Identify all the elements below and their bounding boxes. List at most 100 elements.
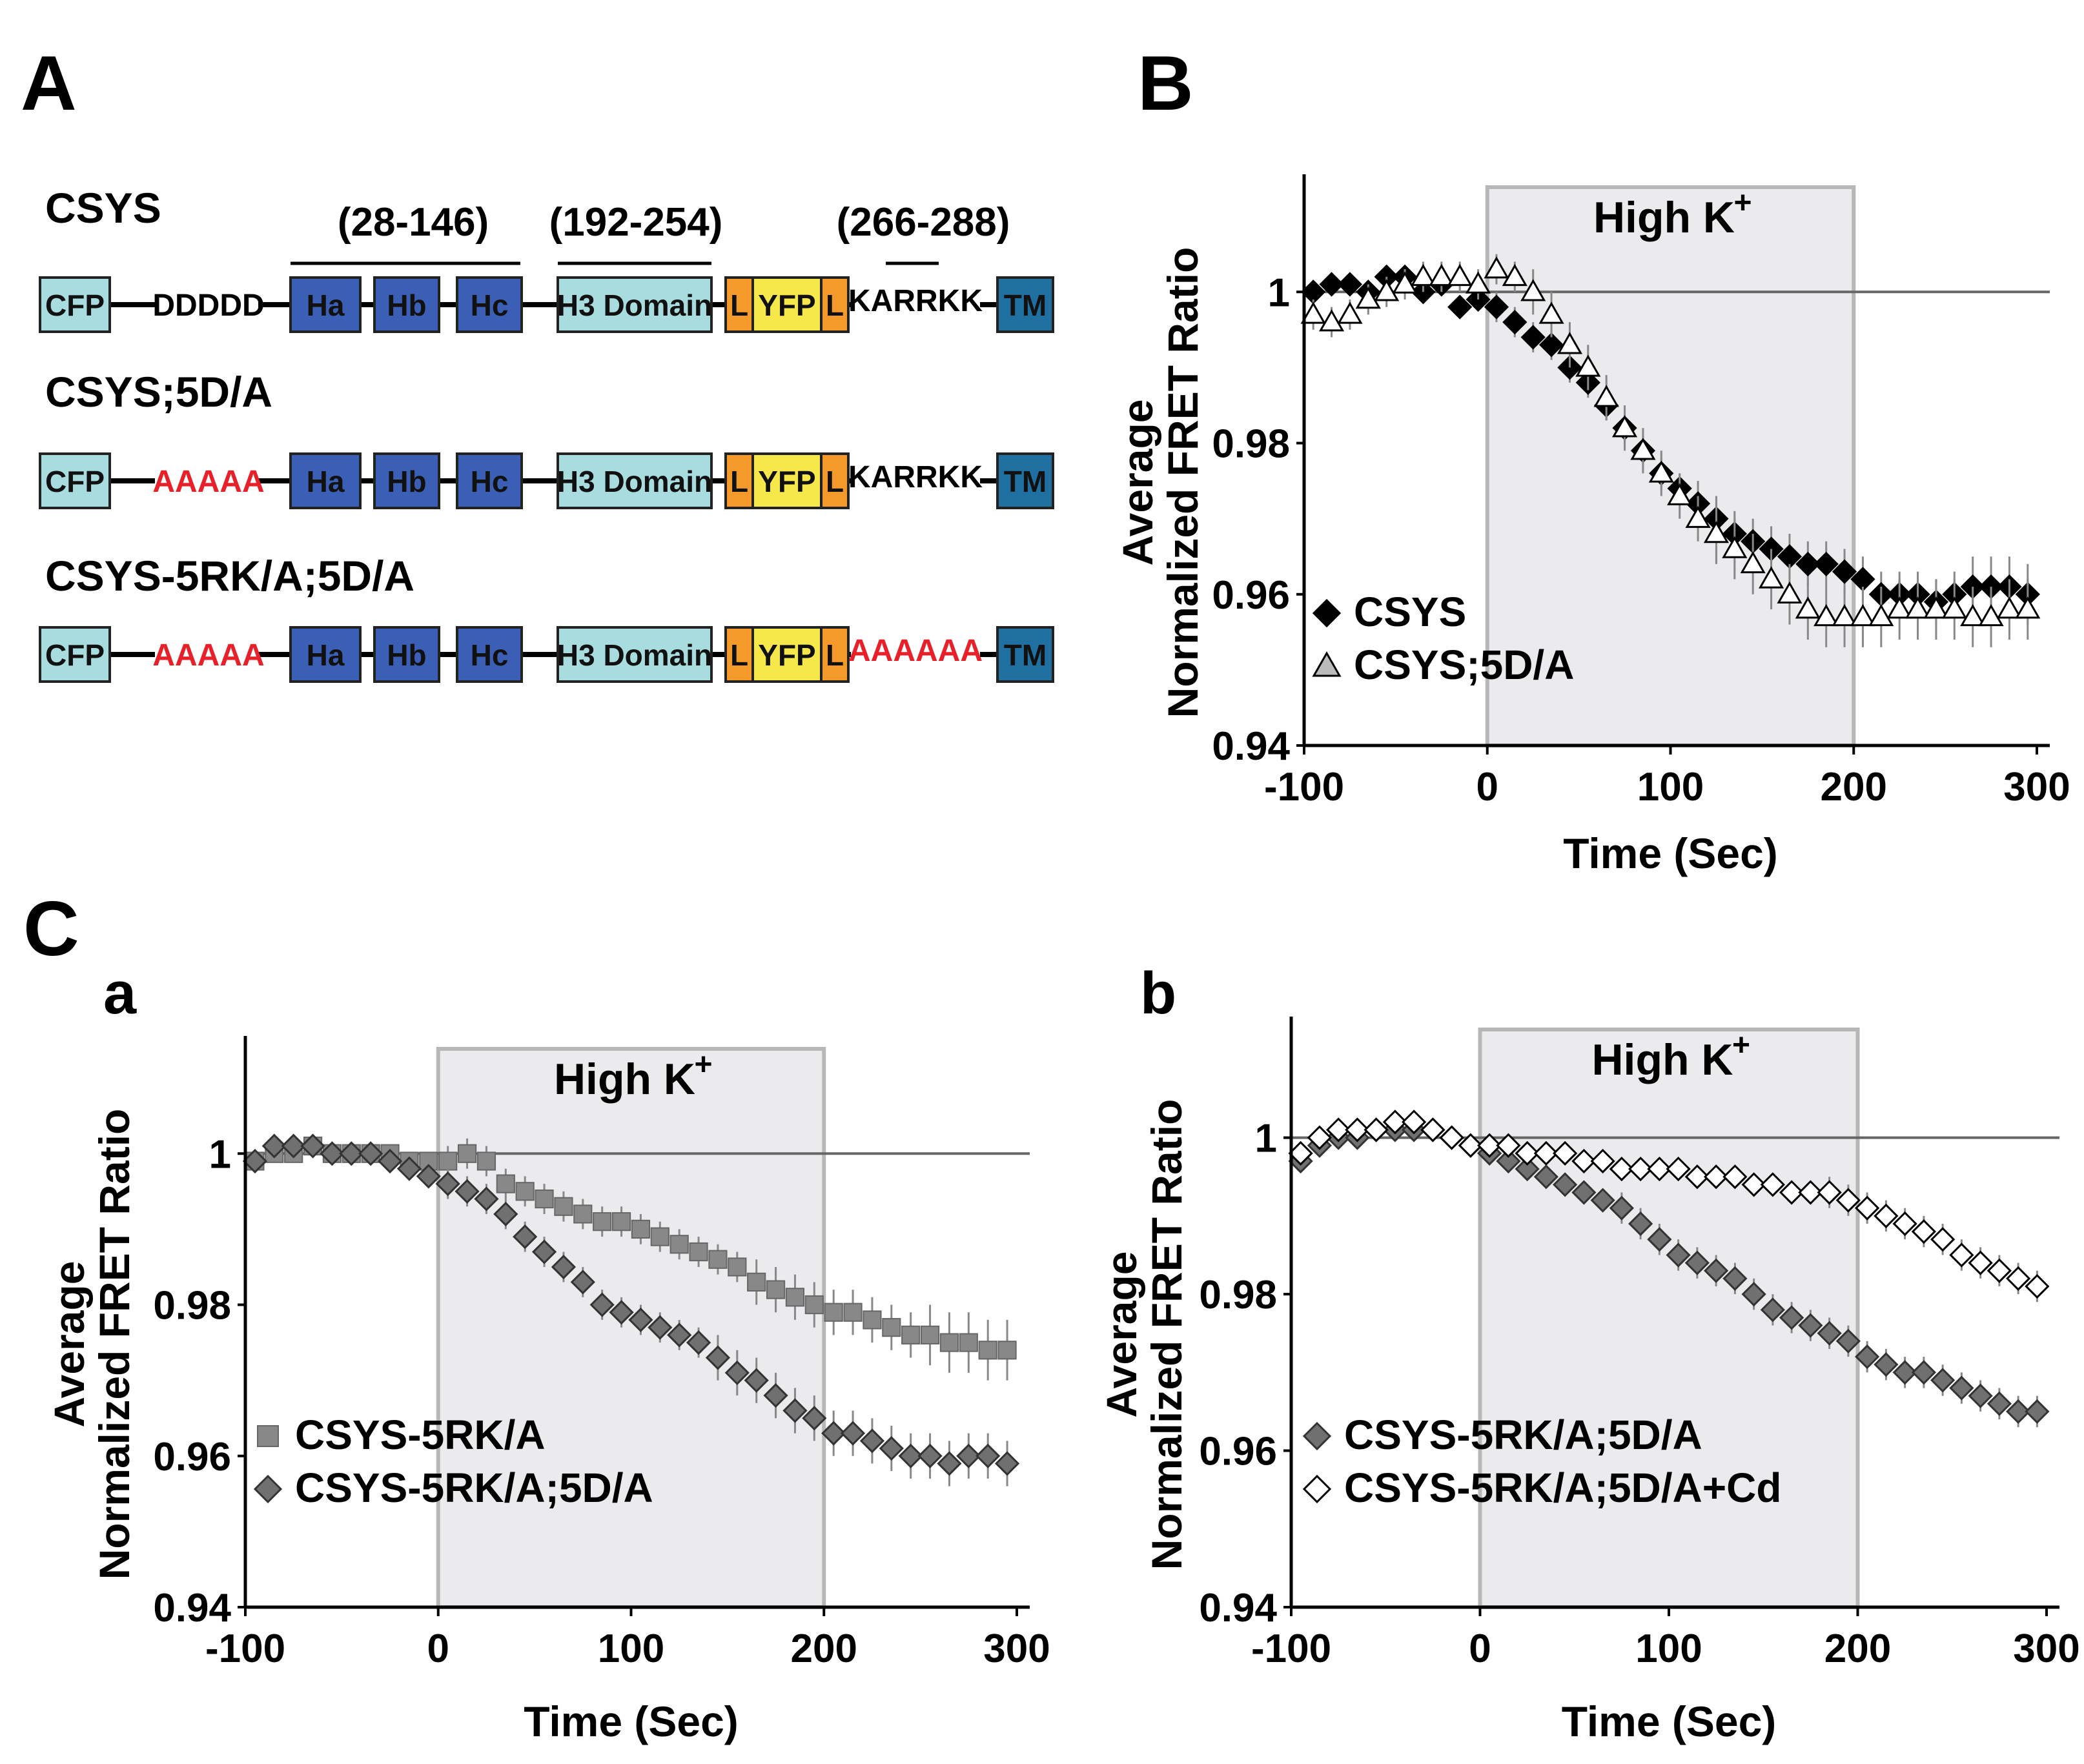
data-point [879, 1435, 904, 1461]
data-point [976, 1443, 1001, 1468]
data-point [1949, 1242, 1974, 1268]
data-point [1420, 1117, 1446, 1142]
data-point [898, 1443, 923, 1468]
data-point [1968, 1250, 1993, 1275]
x-tick-label: 200 [1821, 765, 1887, 809]
x-axis-label: Time (Sec) [1563, 829, 1778, 877]
data-point [994, 1451, 1020, 1476]
data-point [937, 1451, 962, 1476]
data-point [1667, 483, 1693, 505]
data-point [843, 1303, 863, 1322]
legend-label: CSYS-5RK/A [295, 1412, 546, 1458]
data-point [628, 1307, 653, 1333]
legend-label: CSYS-5RK/A;5D/A [295, 1465, 653, 1511]
hc-label: Hc [471, 465, 509, 498]
data-point [1760, 1172, 1785, 1197]
cfp-label: CFP [45, 638, 105, 672]
data-point [593, 1212, 612, 1232]
data-point [1553, 1172, 1578, 1197]
hc-box [456, 626, 523, 683]
y-tick-label: 0.96 [1212, 573, 1290, 618]
linker-l2-label: L [826, 289, 844, 322]
data-point [917, 1443, 943, 1468]
data-point [785, 1288, 805, 1307]
data-point [1923, 596, 1949, 619]
data-point [1684, 1164, 1710, 1190]
x-tick-label: 0 [427, 1627, 449, 1671]
y-axis-label-line2: Normalized FRET Ratio [1159, 247, 1207, 718]
data-point [531, 1239, 557, 1264]
cfp-box [39, 626, 111, 683]
tail-bg [851, 285, 980, 324]
tail-bg [851, 635, 980, 674]
data-point [1685, 505, 1711, 528]
data-point [300, 1133, 325, 1159]
data-point [1911, 1360, 1936, 1385]
ha-label: Ha [307, 638, 345, 672]
data-point [1666, 1242, 1691, 1268]
y-tick-label: 0.98 [1199, 1273, 1277, 1317]
data-point [1892, 1211, 1917, 1237]
cfp-box [39, 452, 111, 509]
construct-name: CSYS-5RK/A;5D/A [45, 552, 414, 600]
data-point [1288, 1141, 1313, 1166]
linker-l2-box [820, 452, 850, 509]
ha-label: Ha [307, 465, 345, 498]
data-point [573, 1204, 593, 1224]
data-point [863, 1310, 882, 1330]
data-point [416, 1164, 441, 1189]
data-point [1553, 1141, 1578, 1166]
range-tail: (266-288) [837, 200, 1010, 245]
data-point [1447, 294, 1473, 319]
data-point [766, 1280, 786, 1299]
data-point [650, 1227, 669, 1246]
data-point [1609, 1195, 1634, 1221]
stimulus-title-sup: + [694, 1048, 712, 1082]
data-point [1968, 1383, 1993, 1408]
hb-label: Hb [387, 465, 426, 498]
yfp-label: YFP [758, 289, 815, 322]
data-point [1905, 596, 1931, 619]
data-point [1798, 1180, 1823, 1205]
x-tick-label: 0 [1476, 765, 1498, 809]
data-point [1760, 1297, 1785, 1323]
range-habc: (28-146) [338, 200, 489, 245]
linker-l2-label: L [826, 465, 844, 498]
data-point [377, 1148, 403, 1174]
data-point [1813, 603, 1839, 627]
data-point [1741, 1172, 1766, 1197]
data-point [708, 1250, 728, 1269]
data-point [1740, 551, 1766, 574]
linker-l1-label: L [730, 638, 748, 672]
data-point [1779, 1180, 1804, 1205]
stimulus-region [436, 1047, 826, 1609]
data-point [1868, 603, 1894, 627]
y-tick-label: 0.94 [153, 1586, 231, 1630]
data-point [1777, 581, 1803, 604]
data-point [840, 1421, 866, 1446]
panel-label-ca: a [103, 960, 137, 1026]
data-point [1590, 1188, 1615, 1213]
data-point [1722, 1164, 1748, 1190]
data-point [435, 1171, 460, 1197]
data-point [1326, 1117, 1351, 1142]
data-point [1795, 551, 1821, 577]
data-point [589, 1292, 615, 1317]
data-point [1307, 1125, 1332, 1150]
data-point [1590, 1148, 1615, 1174]
data-point [242, 1148, 268, 1174]
series-2 [242, 1133, 1020, 1486]
x-tick-label: -100 [1251, 1627, 1331, 1671]
data-point [1557, 332, 1583, 354]
data-point [611, 1212, 631, 1232]
y-tick-label: 1 [1268, 270, 1290, 315]
stimulus-region [1485, 185, 1856, 747]
data-point [1575, 354, 1601, 377]
data-point [920, 1325, 940, 1344]
series-2 [1300, 254, 2041, 647]
data-point [1704, 1258, 1729, 1283]
legend-label: CSYS;5D/A [1354, 642, 1574, 688]
x-tick-label: 100 [598, 1627, 664, 1671]
data-point [1850, 603, 1876, 627]
construct-name: CSYS;5D/A [45, 368, 272, 416]
